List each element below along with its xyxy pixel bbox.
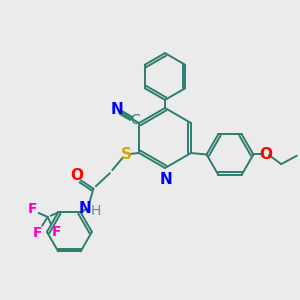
Text: O: O <box>70 168 83 183</box>
Text: N: N <box>159 172 172 187</box>
Text: O: O <box>260 147 272 162</box>
Text: F: F <box>33 226 43 240</box>
Text: F: F <box>28 202 38 215</box>
Text: S: S <box>121 147 132 162</box>
Text: N: N <box>79 201 92 216</box>
Text: F: F <box>51 225 61 239</box>
Text: H: H <box>90 204 101 218</box>
Text: N: N <box>111 102 123 117</box>
Text: C: C <box>130 113 140 127</box>
